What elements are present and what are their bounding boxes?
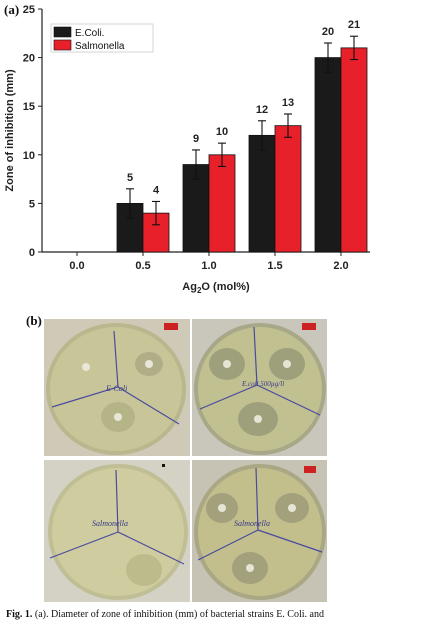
y-axis-label: Zone of inhibition (mm) [4, 69, 16, 192]
y-tick-label: 5 [29, 198, 35, 210]
svg-text:E.coli 500µg/ll: E.coli 500µg/ll [241, 380, 284, 388]
x-tick-label: 2.0 [333, 260, 348, 272]
bar-1-3 [274, 125, 302, 253]
data-label: 20 [322, 26, 334, 38]
figure-caption: Fig. 1. (a). Diameter of zone of inhibit… [6, 609, 421, 620]
x-axis-label: Ag2O (mol%) [182, 281, 250, 295]
caption-fig-label: Fig. 1. [6, 609, 33, 620]
legend-label: Salmonella [75, 41, 125, 52]
caption-text: (a). Diameter of zone of inhibition (mm)… [32, 609, 324, 620]
plate-photo-salmonella-ag: Salmonella [192, 460, 327, 602]
y-tick-label: 25 [23, 4, 35, 16]
x-tick-label: 1.5 [267, 260, 282, 272]
bar-1-2 [208, 154, 236, 253]
bar-1-4 [340, 47, 368, 253]
data-label: 4 [153, 184, 160, 196]
data-label: 13 [282, 97, 294, 109]
data-label: 21 [348, 19, 360, 31]
x-tick-label: 0.0 [69, 260, 84, 272]
bar-0-4 [314, 57, 342, 253]
data-label: 10 [216, 126, 228, 138]
y-tick-label: 10 [23, 150, 35, 162]
data-label: 12 [256, 104, 268, 116]
plate-photo-ecoli-ag: E.coli 500µg/ll [192, 319, 327, 456]
plate-photo-ecoli-control: E-Coli [44, 319, 190, 456]
y-tick-label: 0 [29, 247, 35, 259]
svg-text:E-Coli: E-Coli [105, 384, 127, 393]
bar-chart: 0 5 10 15 20 25 Zone of inhibition (mm) 0.0 0.5 1… [4, 4, 370, 295]
data-label: 9 [193, 133, 199, 145]
svg-text:Salmonella: Salmonella [234, 519, 270, 528]
panel-a-label: (a) [4, 2, 20, 17]
bar-0-3 [248, 134, 276, 253]
y-tick-label: 20 [23, 53, 35, 65]
legend-swatch [53, 26, 72, 38]
svg-text:Salmonella: Salmonella [92, 519, 128, 528]
plate-photo-salmonella-control: Salmonella [44, 460, 190, 602]
legend-label: E.Coli. [75, 28, 104, 39]
panel-b-label: (b) [26, 313, 42, 328]
x-tick-label: 0.5 [135, 260, 150, 272]
legend-swatch [53, 39, 72, 51]
y-tick-label: 15 [23, 101, 35, 113]
x-tick-label: 1.0 [201, 260, 216, 272]
data-label: 5 [127, 172, 133, 184]
